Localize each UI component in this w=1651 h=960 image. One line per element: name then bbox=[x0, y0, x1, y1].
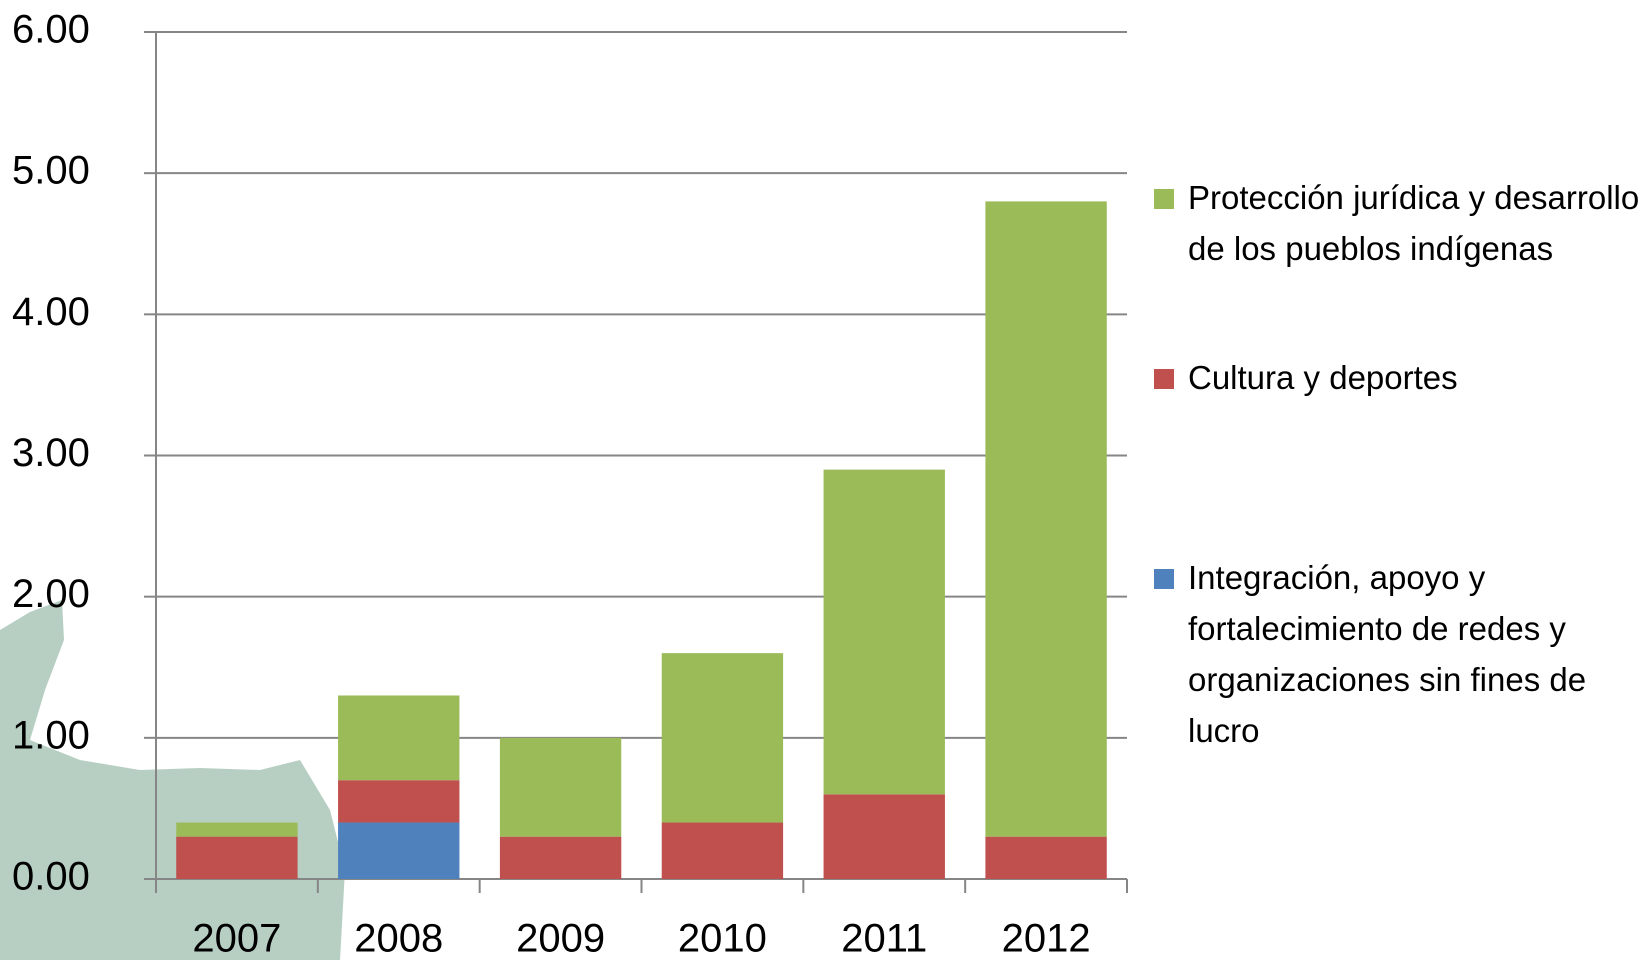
bar-segment bbox=[499, 836, 622, 879]
legend-label: Cultura y deportes bbox=[1188, 359, 1458, 396]
x-tick-label: 2008 bbox=[354, 917, 443, 960]
x-tick-label: 2012 bbox=[1002, 917, 1091, 960]
y-tick-label: 4.00 bbox=[12, 290, 90, 334]
x-tick-label: 2011 bbox=[841, 917, 927, 960]
legend-swatch bbox=[1154, 569, 1174, 589]
legend-label: Integración, apoyo y fortalecimiento de … bbox=[1188, 559, 1587, 749]
bar-segment bbox=[985, 201, 1107, 837]
y-tick-label: 5.00 bbox=[12, 149, 90, 193]
bar-segment bbox=[338, 780, 460, 823]
legend-swatch bbox=[1154, 369, 1174, 389]
y-tick-label: 3.00 bbox=[12, 431, 90, 475]
background-map bbox=[0, 600, 345, 960]
bar-segment bbox=[661, 822, 784, 879]
bar-segment bbox=[823, 794, 945, 879]
bar-segment bbox=[985, 836, 1107, 879]
bar-segment bbox=[338, 695, 460, 781]
bar-segment bbox=[823, 469, 945, 795]
x-tick-label: 2007 bbox=[192, 917, 281, 960]
bar-segment bbox=[338, 822, 460, 879]
y-tick-label: 6.00 bbox=[12, 8, 90, 52]
bar-segment bbox=[176, 822, 298, 837]
x-tick-label: 2010 bbox=[678, 917, 767, 960]
legend-item: Protección jurídica y desarrollo de los … bbox=[1154, 172, 1644, 274]
bar-segment bbox=[499, 737, 622, 837]
legend-label: Protección jurídica y desarrollo de los … bbox=[1188, 179, 1640, 267]
y-tick-label: 1.00 bbox=[12, 713, 90, 757]
y-tick-label: 0.00 bbox=[12, 855, 90, 899]
legend-item: Integración, apoyo y fortalecimiento de … bbox=[1154, 552, 1644, 756]
y-tick-label: 2.00 bbox=[12, 572, 90, 616]
legend-swatch bbox=[1154, 189, 1174, 209]
legend-item: Cultura y deportes bbox=[1154, 352, 1644, 403]
bar-segment bbox=[661, 653, 784, 823]
bar-segment bbox=[176, 836, 298, 879]
x-tick-label: 2009 bbox=[516, 917, 605, 960]
